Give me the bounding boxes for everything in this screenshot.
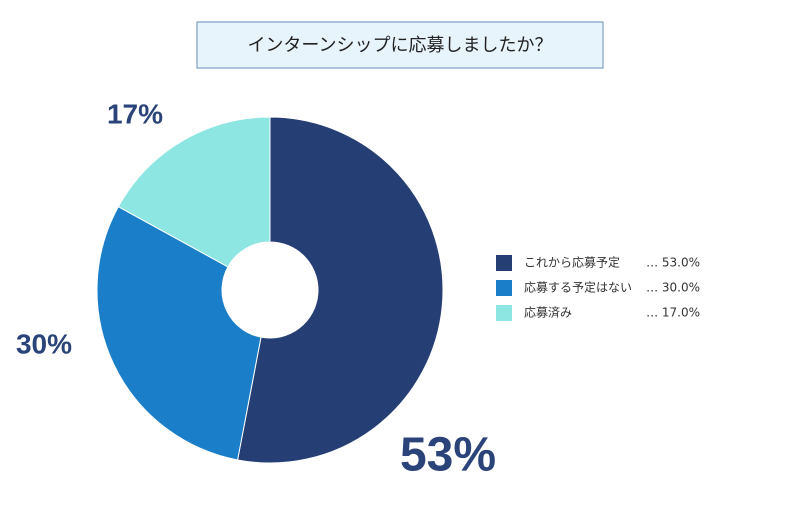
title-box xyxy=(196,21,604,69)
legend-label: これから応募予定 xyxy=(524,255,620,270)
legend-swatch xyxy=(496,305,512,321)
donut-segment xyxy=(117,116,271,268)
legend-label: 応募済み xyxy=(524,305,572,320)
legend-value: … 30.0% xyxy=(646,281,700,295)
legend-label: 応募する予定はない xyxy=(524,280,632,295)
legend-value: … 53.0% xyxy=(646,256,700,270)
legend-swatch xyxy=(496,280,512,296)
chart-title: インターンシップに応募しましたか？ xyxy=(247,35,552,56)
value-label: 30% xyxy=(16,328,72,359)
value-label: 17% xyxy=(107,98,163,129)
donut-segment xyxy=(96,205,262,461)
donut-segment xyxy=(236,116,444,464)
legend-value: … 17.0% xyxy=(646,306,700,320)
legend-swatch xyxy=(496,255,512,271)
value-label: 53% xyxy=(400,429,496,482)
